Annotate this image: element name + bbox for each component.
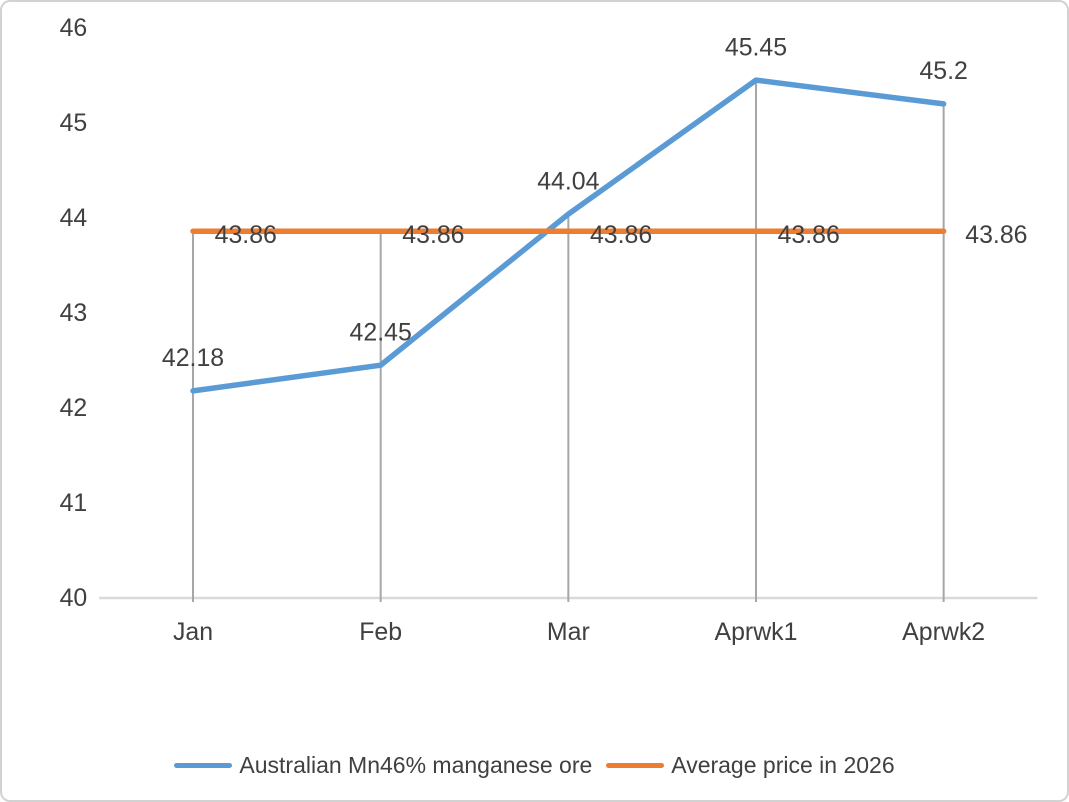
- y-axis-tick-label: 45: [60, 109, 88, 137]
- legend-line-sample-orange: [606, 762, 665, 768]
- legend-label-average-price: Average price in 2026: [671, 752, 895, 778]
- data-label-average-price: 43.86: [778, 221, 840, 249]
- y-axis-tick-label: 42: [60, 394, 88, 422]
- y-axis-tick-label: 46: [60, 14, 88, 42]
- data-label-manganese-ore: 44.04: [537, 167, 599, 195]
- legend-item-average-price: Average price in 2026: [606, 751, 895, 779]
- data-label-average-price: 43.86: [965, 221, 1027, 249]
- chart-legend: Australian Mn46% manganese ore Average p…: [2, 751, 1067, 779]
- data-label-manganese-ore: 45.2: [919, 57, 967, 85]
- x-axis-tick-label: Feb: [359, 618, 402, 646]
- data-label-average-price: 43.86: [402, 221, 464, 249]
- data-label-manganese-ore: 42.18: [162, 344, 224, 372]
- data-label-average-price: 43.86: [215, 221, 277, 249]
- legend-line-sample-blue: [174, 762, 233, 768]
- y-axis-tick-label: 40: [60, 584, 88, 612]
- x-axis-tick-label: Aprwk1: [715, 618, 798, 646]
- data-label-manganese-ore: 45.45: [725, 33, 787, 61]
- x-axis-tick-label: Jan: [173, 618, 213, 646]
- y-axis-tick-label: 43: [60, 299, 88, 327]
- y-axis-tick-label: 41: [60, 489, 88, 517]
- data-label-average-price: 43.86: [590, 221, 652, 249]
- data-label-manganese-ore: 42.45: [350, 318, 412, 346]
- legend-label-manganese-ore: Australian Mn46% manganese ore: [239, 752, 593, 778]
- y-axis-tick-label: 44: [60, 204, 88, 232]
- legend-item-manganese-ore: Australian Mn46% manganese ore: [174, 751, 592, 779]
- x-axis-tick-label: Mar: [547, 618, 590, 646]
- series-line-manganese-ore: [190, 77, 947, 394]
- x-axis-tick-label: Aprwk2: [902, 618, 985, 646]
